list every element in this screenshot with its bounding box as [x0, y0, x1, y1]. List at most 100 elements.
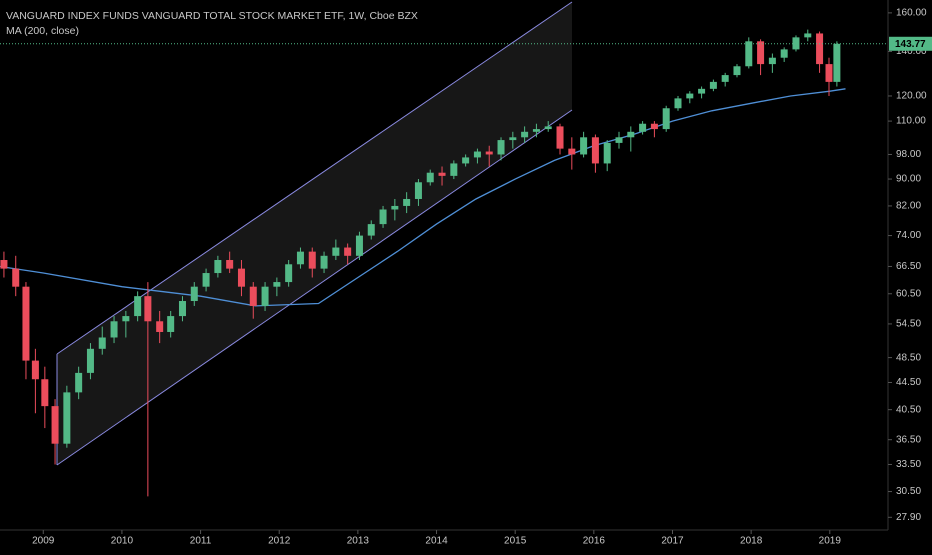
candle-body	[226, 260, 234, 269]
candle	[98, 326, 106, 355]
y-tick-label: 98.00	[896, 149, 921, 160]
candle-body	[344, 247, 352, 256]
candle-body	[544, 126, 552, 130]
candle-body	[178, 301, 186, 317]
candle	[462, 154, 470, 167]
candle-body	[167, 316, 175, 332]
last-price-label: 143.77	[895, 39, 926, 50]
candle	[544, 121, 552, 132]
candle-body	[285, 264, 293, 283]
candle	[473, 148, 481, 164]
candle	[485, 145, 493, 167]
candle-body	[156, 321, 164, 332]
candle-body	[261, 286, 269, 306]
candle-body	[768, 57, 776, 65]
candle-body	[509, 137, 517, 141]
candle-body	[591, 137, 599, 164]
candle	[0, 251, 8, 278]
candle-body	[75, 372, 83, 393]
candle	[178, 296, 186, 322]
y-tick-label: 90.00	[896, 174, 921, 185]
candle-body	[698, 88, 706, 94]
candle	[285, 260, 293, 287]
candle	[249, 282, 257, 319]
y-tick-label: 44.50	[896, 377, 921, 388]
x-tick-label: 2011	[190, 536, 212, 547]
candle	[261, 282, 269, 311]
candle-body	[122, 316, 130, 322]
candle-body	[249, 286, 257, 306]
x-tick-label: 2018	[740, 536, 763, 547]
last-price-tag	[889, 36, 932, 51]
candle	[332, 239, 340, 261]
candle	[833, 41, 841, 87]
candle	[816, 31, 824, 73]
candle-body	[639, 123, 647, 132]
candle	[355, 231, 363, 261]
candle	[12, 255, 20, 297]
candle	[41, 366, 49, 429]
candle	[214, 255, 222, 278]
candle	[497, 137, 505, 161]
candle	[745, 37, 753, 69]
candle	[31, 348, 39, 414]
candle-body	[674, 98, 682, 109]
candle	[674, 95, 682, 111]
candle	[757, 39, 765, 76]
channel-lower	[56, 109, 573, 466]
candle-body	[709, 81, 717, 89]
candle	[344, 243, 352, 265]
candle-body	[757, 41, 765, 65]
x-tick-label: 2017	[661, 536, 684, 547]
candle	[698, 86, 706, 99]
candle-body	[721, 75, 729, 82]
candle-body	[521, 131, 529, 138]
candle-body	[745, 41, 753, 67]
candle-body	[568, 148, 576, 155]
candle-body	[532, 129, 540, 132]
candle-body	[190, 286, 198, 302]
candle-body	[12, 268, 20, 287]
candle	[627, 126, 635, 152]
candle	[51, 399, 59, 465]
candle	[804, 29, 812, 42]
candle-body	[31, 360, 39, 380]
candle	[639, 121, 647, 135]
y-tick-label: 27.90	[896, 512, 921, 523]
candle-body	[650, 123, 658, 130]
candle-body	[627, 131, 635, 138]
candle	[721, 72, 729, 87]
candle	[603, 140, 611, 172]
candle	[709, 79, 717, 92]
chart-title: VANGUARD INDEX FUNDS VANGUARD TOTAL STOC…	[6, 10, 418, 22]
candle-body	[144, 296, 152, 322]
y-tick-label: 36.50	[896, 434, 921, 445]
candle-body	[202, 273, 210, 287]
candle	[662, 105, 670, 132]
candle	[110, 316, 118, 344]
candle-body	[86, 348, 94, 373]
candle	[156, 310, 164, 344]
candle-body	[662, 108, 670, 130]
candle-body	[273, 282, 281, 287]
candle	[733, 64, 741, 78]
candle	[509, 131, 517, 149]
candle	[22, 282, 30, 380]
candle-body	[438, 172, 446, 176]
candle	[521, 126, 529, 143]
y-tick-label: 40.50	[896, 404, 921, 415]
candle	[202, 268, 210, 292]
candle	[308, 247, 316, 278]
candle-body	[51, 406, 59, 444]
candle	[75, 366, 83, 400]
candle	[615, 131, 623, 149]
candle-body	[308, 251, 316, 269]
candle	[190, 282, 198, 306]
candle	[426, 169, 434, 186]
candle	[226, 251, 234, 274]
parallel-channel	[56, 1, 573, 466]
moving-average-line	[0, 88, 846, 307]
candle-body	[804, 33, 812, 38]
candle	[122, 310, 130, 338]
